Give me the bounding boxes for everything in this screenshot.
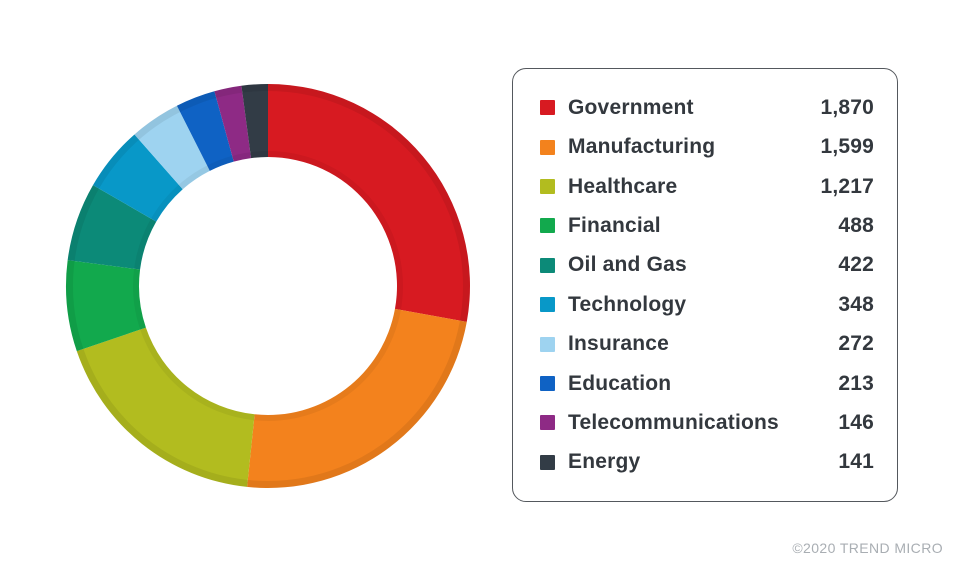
legend-value: 146 [838,410,874,434]
legend-swatch-icon [540,454,555,470]
legend-row-technology: Technology 348 [540,285,874,324]
legend-label: Government [568,95,694,119]
donut-segment-education [176,91,234,171]
legend-row-education: Education 213 [540,364,874,403]
donut-segment-government [268,84,470,322]
legend-swatch-icon [540,297,555,313]
legend-value: 1,870 [820,95,874,119]
legend-row-government: Government 1,870 [540,88,874,127]
legend-row-energy: Energy 141 [540,443,874,482]
legend-value: 213 [838,371,874,395]
legend-row-financial: Financial 488 [540,206,874,245]
legend-label: Technology [568,292,687,316]
donut-segment-healthcare [76,327,255,487]
legend-label: Telecommunications [568,410,779,434]
legend-swatch-icon [540,376,555,392]
legend-swatch-icon [540,139,555,155]
legend-label: Energy [568,450,641,474]
legend-label: Education [568,371,672,395]
legend-swatch-icon [540,179,555,195]
legend-row-telecommunications: Telecommunications 146 [540,403,874,442]
legend-row-healthcare: Healthcare 1,217 [540,167,874,206]
legend-row-insurance: Insurance 272 [540,324,874,363]
donut-segment-financial [66,260,146,352]
donut-chart [66,84,470,488]
legend-swatch-icon [540,100,555,116]
donut-segment-technology [93,134,183,222]
legend-value: 1,599 [820,135,874,159]
donut-segment-oil-and-gas [67,185,157,270]
legend-value: 422 [838,253,874,277]
legend-label: Oil and Gas [568,253,687,277]
legend-swatch-icon [540,415,555,431]
legend-swatch-icon [540,336,555,352]
donut-rim-shading [66,84,470,488]
donut-segment-insurance [134,105,210,190]
legend-swatch-icon [540,218,555,234]
donut-rim-shading [133,151,403,421]
legend-value: 1,217 [820,174,874,198]
legend-value: 272 [838,332,874,356]
donut-segment-energy [241,84,268,159]
legend-row-manufacturing: Manufacturing 1,599 [540,127,874,166]
legend-label: Manufacturing [568,135,716,159]
copyright-text: ©2020 TREND MICRO [792,540,943,556]
legend-label: Insurance [568,332,670,356]
legend-value: 348 [838,292,874,316]
legend-value: 141 [838,450,874,474]
donut-chart-area [63,81,473,491]
legend-label: Healthcare [568,174,678,198]
legend-value: 488 [838,213,874,237]
legend-swatch-icon [540,257,555,273]
legend-panel: Government 1,870 Manufacturing 1,599 Hea… [512,68,898,502]
donut-segment-manufacturing [247,308,467,488]
legend-label: Financial [568,213,661,237]
donut-segment-telecommunications [214,85,252,162]
legend-row-oil-and-gas: Oil and Gas 422 [540,246,874,285]
